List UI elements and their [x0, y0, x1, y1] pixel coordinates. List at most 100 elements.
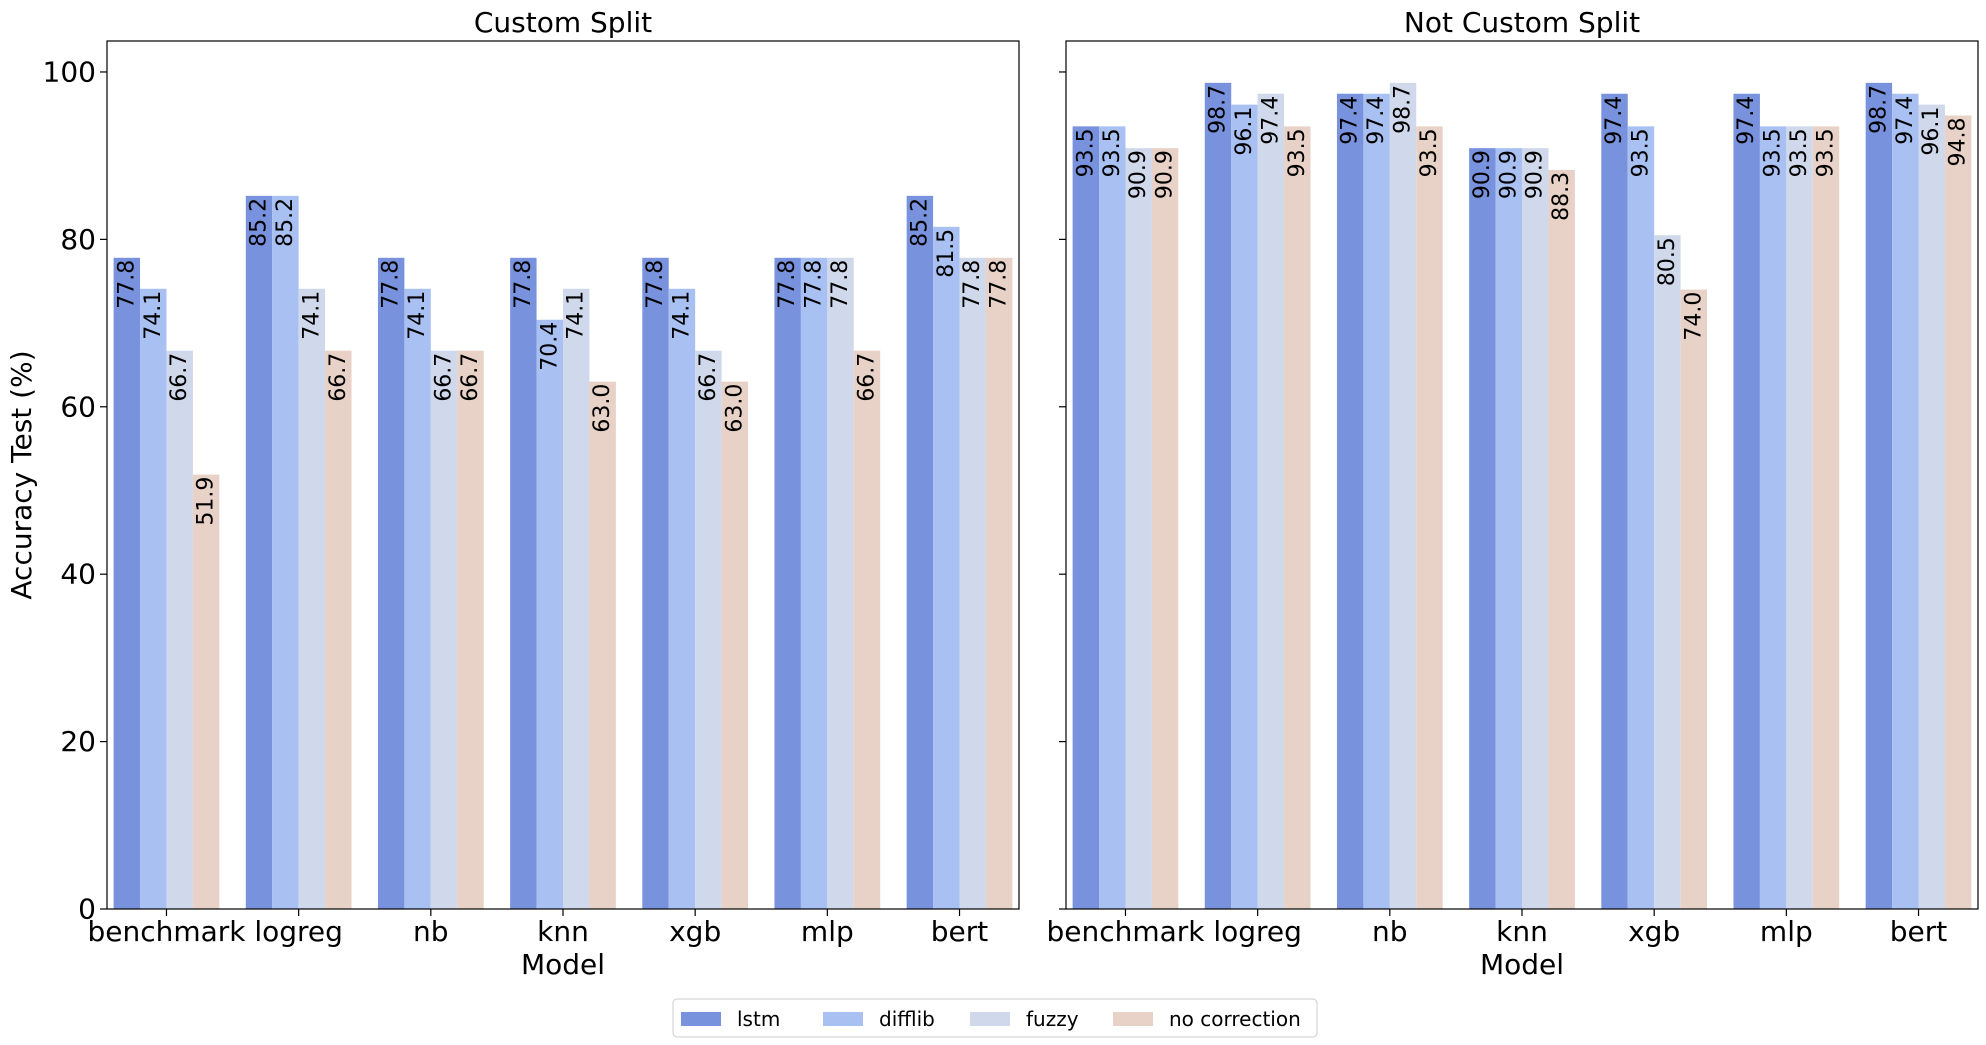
y-axis-label: Accuracy Test (%) [5, 350, 38, 599]
bar [298, 288, 326, 909]
y-tick-label: 40 [60, 558, 96, 591]
y-tick-label: 100 [43, 55, 96, 88]
bar [695, 350, 722, 909]
x-tick-label: mlp [1760, 915, 1813, 948]
data-label: 77.8 [114, 260, 139, 309]
bar [377, 257, 405, 909]
data-label: 85.2 [907, 198, 932, 247]
bar [457, 350, 484, 909]
bar [1548, 169, 1575, 910]
data-label: 74.1 [141, 291, 166, 340]
data-label: 77.8 [775, 260, 800, 309]
chart-panel-1: 77.885.277.8 77.8 77.8 77.885.274.185.274.1… [5, 6, 1020, 981]
data-label: 93.5 [1761, 128, 1786, 177]
bar [166, 350, 193, 909]
x-axis-label: Model [521, 948, 605, 981]
data-label: 74.0 [1681, 292, 1706, 341]
data-label: 90.9 [1153, 150, 1178, 199]
data-label: 81.5 [934, 229, 959, 278]
bar [959, 257, 986, 909]
data-label: 94.8 [1946, 117, 1971, 166]
data-label: 97.4 [1602, 96, 1627, 145]
legend-label: difflib [879, 1007, 935, 1031]
bar [113, 257, 141, 909]
legend-label: fuzzy [1026, 1007, 1079, 1031]
legend-label: lstm [737, 1007, 780, 1031]
bar [140, 288, 167, 909]
data-label: 93.5 [1073, 128, 1098, 177]
data-label: 70.4 [537, 322, 562, 371]
data-label: 77.8 [379, 260, 404, 309]
legend: lstm difflib fuzzy no correction [672, 998, 1318, 1038]
legend-item-difflib: difflib [823, 1007, 935, 1031]
bar [906, 195, 934, 909]
data-label: 74.1 [405, 291, 430, 340]
chart-title: Custom Split [474, 6, 652, 39]
data-label: 97.4 [1893, 96, 1918, 145]
data-label: 98.7 [1866, 85, 1891, 134]
bar [1257, 93, 1285, 909]
data-label: 74.1 [299, 291, 324, 340]
legend-label: no correction [1169, 1007, 1301, 1031]
bar [1416, 126, 1443, 909]
y-tick-label: 60 [60, 390, 96, 423]
y-tick-label: 20 [60, 725, 96, 758]
bar [325, 350, 352, 909]
data-label: 90.9 [1126, 150, 1151, 199]
bar [245, 195, 273, 909]
bar [1389, 82, 1417, 909]
bar [642, 257, 669, 909]
data-label: 66.7 [458, 353, 483, 402]
bar [1469, 148, 1496, 909]
data-label: 93.5 [1787, 128, 1812, 177]
bar [721, 381, 749, 910]
bar [536, 319, 563, 909]
bar [563, 288, 590, 909]
data-label: 74.1 [669, 291, 694, 340]
data-label: 66.7 [167, 353, 192, 402]
legend-swatch [1113, 1012, 1153, 1026]
legend-swatch [823, 1012, 863, 1026]
data-label: 97.4 [1338, 96, 1363, 145]
bar [1284, 126, 1311, 909]
x-tick-label: logreg [1213, 915, 1302, 948]
x-tick-label: nb [1372, 915, 1408, 948]
x-tick-label: benchmark [87, 915, 246, 948]
data-label: 93.5 [1814, 128, 1839, 177]
data-label: 93.5 [1417, 128, 1442, 177]
data-label: 90.9 [1523, 150, 1548, 199]
x-tick-label: benchmark [1046, 915, 1205, 948]
bar [1786, 126, 1813, 909]
chart-title: Not Custom Split [1404, 6, 1640, 39]
bar [1944, 115, 1972, 909]
data-label: 77.8 [987, 260, 1012, 309]
data-label: 93.5 [1100, 128, 1125, 177]
legend-swatch [681, 1012, 721, 1026]
bar [668, 288, 696, 909]
data-label: 96.1 [1232, 107, 1257, 156]
data-label: 66.7 [432, 353, 457, 402]
bar [1231, 104, 1258, 910]
bar [404, 288, 431, 909]
bar [774, 257, 801, 909]
bar [1495, 148, 1522, 909]
legend-item-no-correction: no correction [1113, 1007, 1301, 1031]
legend-item-fuzzy: fuzzy [970, 1007, 1079, 1031]
bar [933, 226, 960, 910]
data-label: 51.9 [194, 477, 219, 526]
x-tick-label: xgb [1628, 915, 1680, 948]
data-label: 97.4 [1734, 96, 1759, 145]
bar [1151, 148, 1179, 909]
bar [1812, 126, 1840, 909]
data-label: 98.7 [1206, 85, 1231, 134]
x-tick-label: mlp [801, 915, 854, 948]
bar [1601, 93, 1628, 909]
data-label: 66.7 [326, 353, 351, 402]
bar [1733, 93, 1760, 909]
data-label: 98.7 [1391, 85, 1416, 134]
data-label: 77.8 [828, 260, 853, 309]
data-label: 90.9 [1496, 150, 1521, 199]
data-label: 66.7 [696, 353, 721, 402]
data-label: 85.2 [273, 198, 298, 247]
bar [192, 474, 220, 909]
